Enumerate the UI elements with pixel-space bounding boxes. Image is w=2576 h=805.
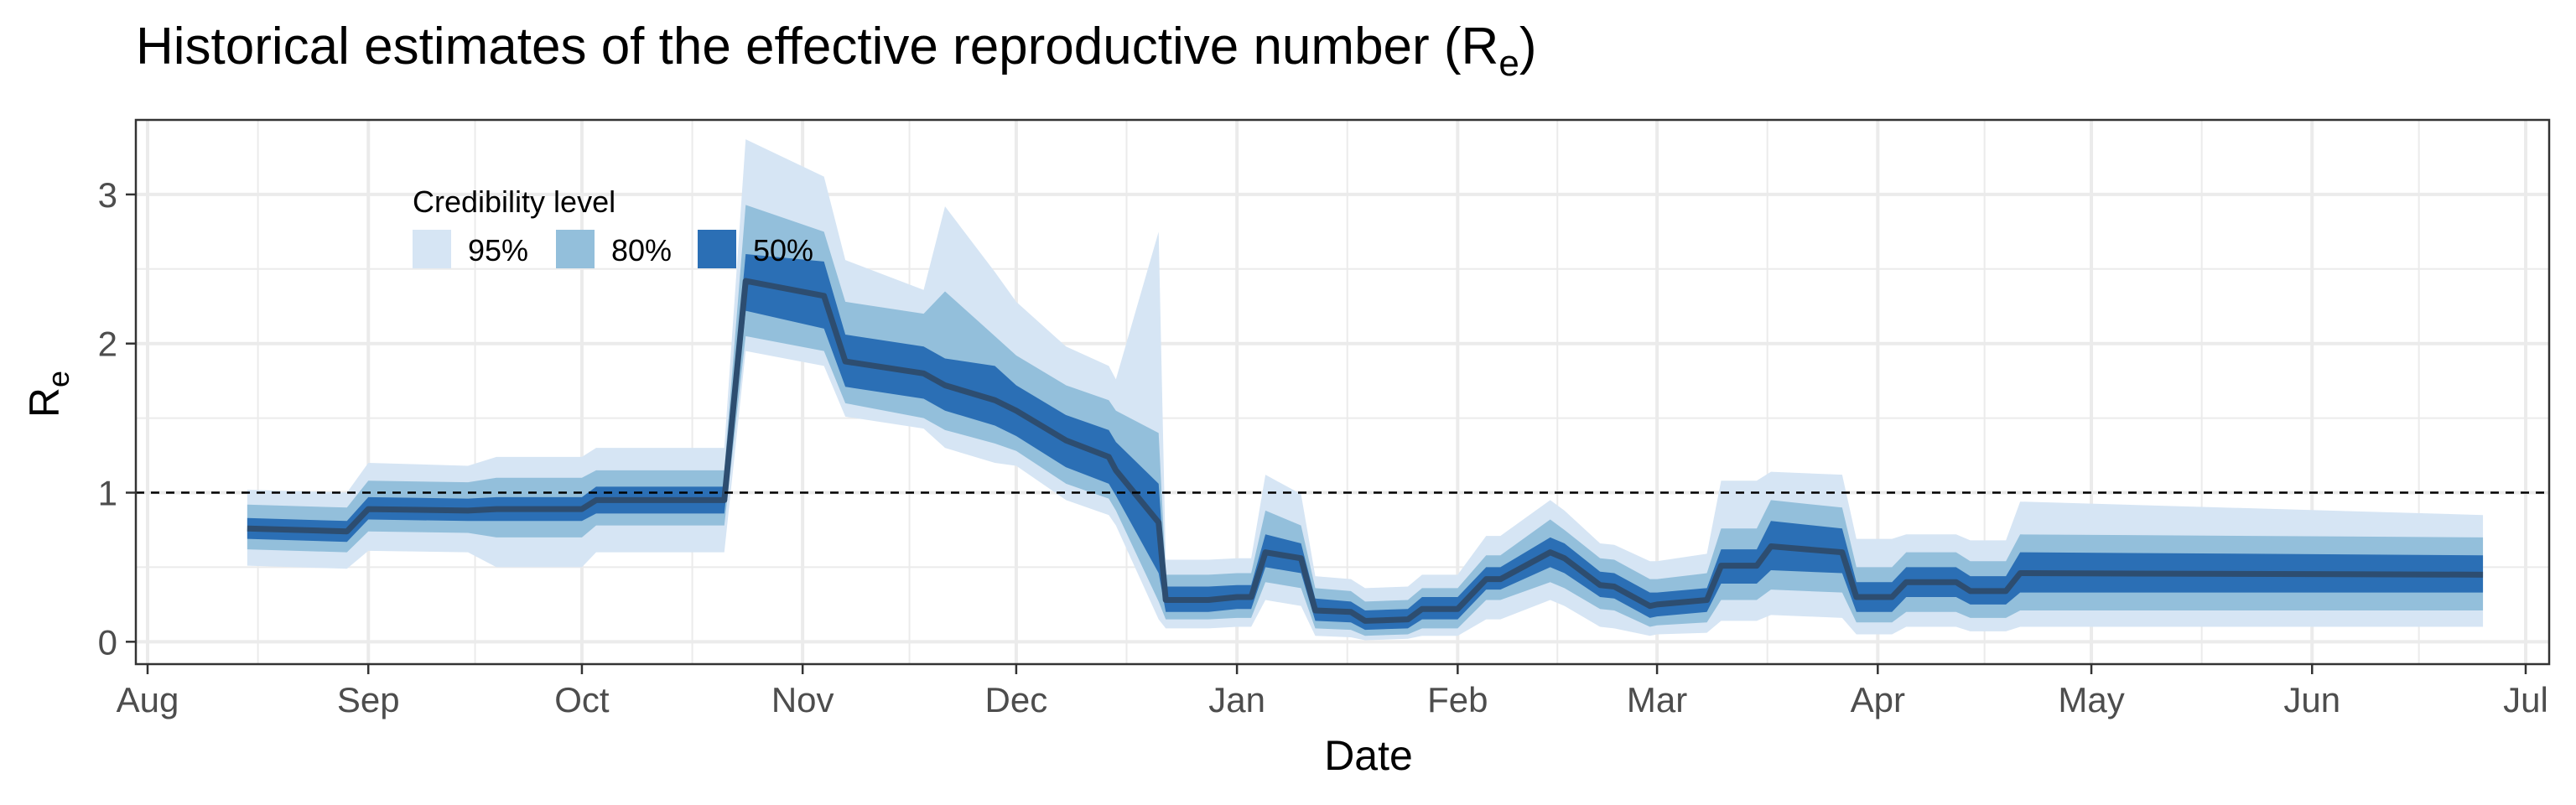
legend-key-95pct (413, 230, 451, 268)
y-tick-label: 3 (98, 175, 117, 215)
x-axis-title: Date (1324, 732, 1413, 779)
legend-key-50pct (698, 230, 736, 268)
plot-border (134, 118, 2551, 666)
x-tick-label: May (2058, 680, 2124, 719)
y-axis-title: Re (21, 371, 75, 418)
y-axis-title-subscript: e (41, 371, 75, 387)
plot-panel: Aug Sep Oct Nov Dec Jan Feb Mar Apr May Jun Jul 0 1 2 3 (98, 118, 2551, 719)
x-tick-label: Nov (771, 680, 834, 719)
legend-title: Credibility level (413, 184, 615, 219)
x-tick-label: Aug (117, 680, 179, 719)
ribbon-50-ci (247, 254, 2484, 631)
legend-label: 95% (468, 233, 528, 267)
x-tick-label: Jun (2283, 680, 2340, 719)
legend-label: 50% (753, 233, 813, 267)
chart-title-subscript: e (1498, 43, 1519, 84)
axes: Aug Sep Oct Nov Dec Jan Feb Mar Apr May Jun Jul 0 1 2 3 (98, 175, 2548, 719)
legend-key-80pct (556, 230, 595, 268)
y-tick-label: 0 (98, 622, 117, 662)
x-tick-label: Sep (337, 680, 400, 719)
x-tick-label: Oct (554, 680, 610, 719)
y-tick-label: 1 (98, 474, 117, 513)
legend: Credibility level 95% 80% 50% (413, 184, 813, 268)
chart-title: Historical estimates of the effective re… (136, 18, 1536, 84)
y-tick-label: 2 (98, 325, 117, 364)
legend-label: 80% (611, 233, 672, 267)
median-line (247, 278, 2484, 624)
x-tick-label: Jan (1208, 680, 1265, 719)
x-tick-label: Dec (985, 680, 1048, 719)
x-tick-label: Mar (1627, 680, 1687, 719)
x-tick-label: Jul (2503, 680, 2548, 719)
x-tick-label: Apr (1851, 680, 1905, 719)
x-tick-label: Feb (1427, 680, 1488, 719)
